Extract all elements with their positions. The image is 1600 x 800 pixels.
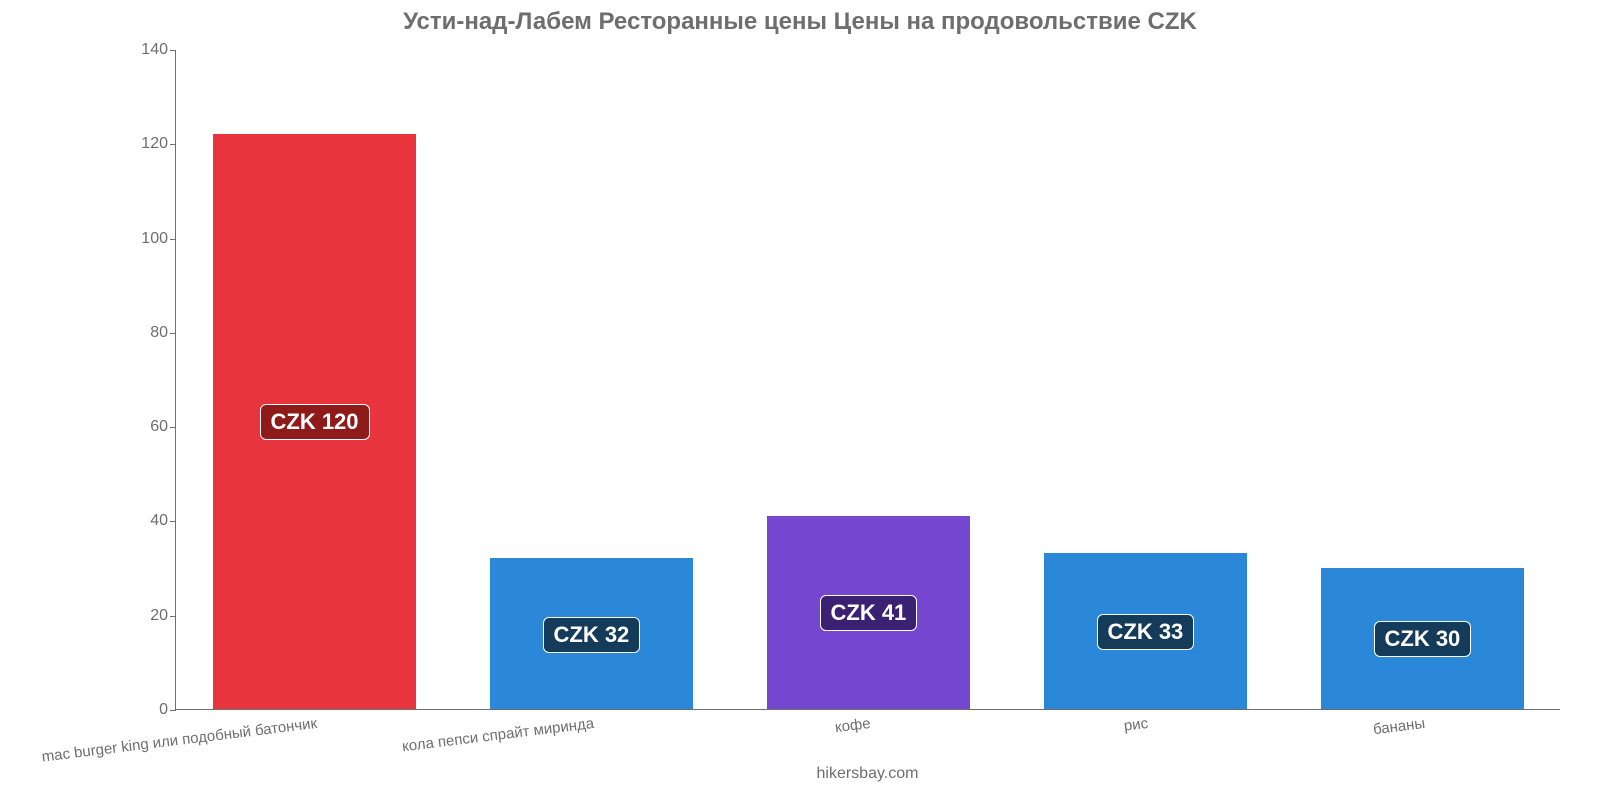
x-axis-tick-label: mac burger king или подобный батончик <box>40 709 318 766</box>
bar-value-label: CZK 32 <box>543 617 641 653</box>
plot-area: 020406080100120140CZK 120mac burger king… <box>175 50 1560 710</box>
bar-value-label: CZK 30 <box>1374 621 1472 657</box>
bar-value-label: CZK 120 <box>260 404 370 440</box>
y-axis-tick-mark <box>170 144 176 145</box>
y-axis-tick-mark <box>170 616 176 617</box>
x-axis-tick-label: бананы <box>1371 709 1426 738</box>
y-axis-tick-mark <box>170 333 176 334</box>
x-axis-tick-label: рис <box>1122 709 1149 735</box>
y-axis-tick-mark <box>170 239 176 240</box>
chart-title: Усти-над-Лабем Ресторанные цены Цены на … <box>0 8 1600 36</box>
price-bar-chart: Усти-над-Лабем Ресторанные цены Цены на … <box>0 0 1600 800</box>
y-axis-tick-mark <box>170 427 176 428</box>
x-axis-tick-label: кола пепси спрайт миринда <box>400 709 595 755</box>
x-axis-tick-label: кофе <box>833 709 871 736</box>
attribution-label: hikersbay.com <box>817 765 919 783</box>
y-axis-tick-mark <box>170 710 176 711</box>
bar-value-label: CZK 33 <box>1097 614 1195 650</box>
y-axis-tick-mark <box>170 50 176 51</box>
bar-value-label: CZK 41 <box>820 595 918 631</box>
y-axis-tick-mark <box>170 521 176 522</box>
